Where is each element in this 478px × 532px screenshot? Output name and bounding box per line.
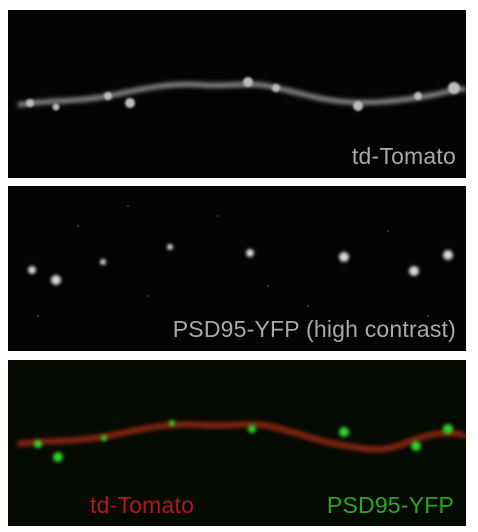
- panel-td-tomato: td-Tomato: [8, 10, 466, 178]
- psd95-yfp-label: PSD95-YFP (high contrast): [172, 316, 456, 342]
- merge-label-td-tomato: td-Tomato: [90, 492, 195, 518]
- panel-merge: td-Tomato PSD95-YFP: [8, 360, 466, 526]
- psd95-yfp-image: [28, 205, 453, 317]
- merge-image: [17, 420, 466, 462]
- td-tomato-image: [17, 77, 466, 111]
- td-tomato-label: td-Tomato: [351, 143, 456, 169]
- merge-label-psd95-yfp: PSD95-YFP: [326, 492, 454, 518]
- panel-psd95-yfp: PSD95-YFP (high contrast): [8, 186, 466, 351]
